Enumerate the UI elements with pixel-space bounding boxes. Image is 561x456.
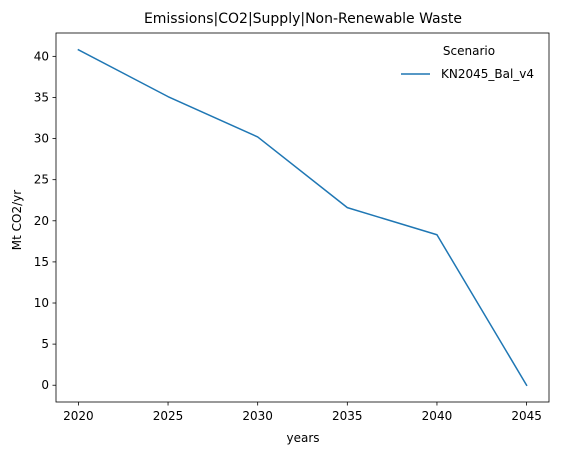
series-layer [77,48,528,387]
x-axis-ticks: 2020 2025 2030 2035 2040 2045 [63,402,542,423]
x-tick-label-2025: 2025 [153,409,184,423]
legend-label-kn2045-bal-v4: KN2045_Bal_v4 [441,67,534,81]
series-line-0 [77,48,528,387]
x-axis-label: years [286,431,319,445]
chart-title: Emissions|CO2|Supply|Non-Renewable Waste [144,11,462,27]
x-tick-label-2035: 2035 [332,409,363,423]
y-tick-label-0: 0 [41,378,49,392]
x-tick-label-2040: 2040 [422,409,453,423]
y-tick-label-35: 35 [34,90,49,104]
x-tick-label-2020: 2020 [63,409,94,423]
y-tick-label-25: 25 [34,173,49,187]
y-axis-label: Mt CO2/yr [10,190,24,250]
y-tick-label-20: 20 [34,214,49,228]
y-tick-label-5: 5 [41,337,49,351]
legend: Scenario KN2045_Bal_v4 [401,44,534,81]
plot-frame [55,32,550,403]
y-tick-label-10: 10 [34,296,49,310]
x-tick-label-2030: 2030 [242,409,273,423]
x-tick-label-2045: 2045 [511,409,542,423]
y-tick-label-15: 15 [34,255,49,269]
legend-title: Scenario [443,44,495,58]
y-tick-label-30: 30 [34,132,49,146]
y-axis-ticks: 0 5 10 15 20 25 30 35 40 [34,49,56,392]
y-tick-label-40: 40 [34,49,49,63]
